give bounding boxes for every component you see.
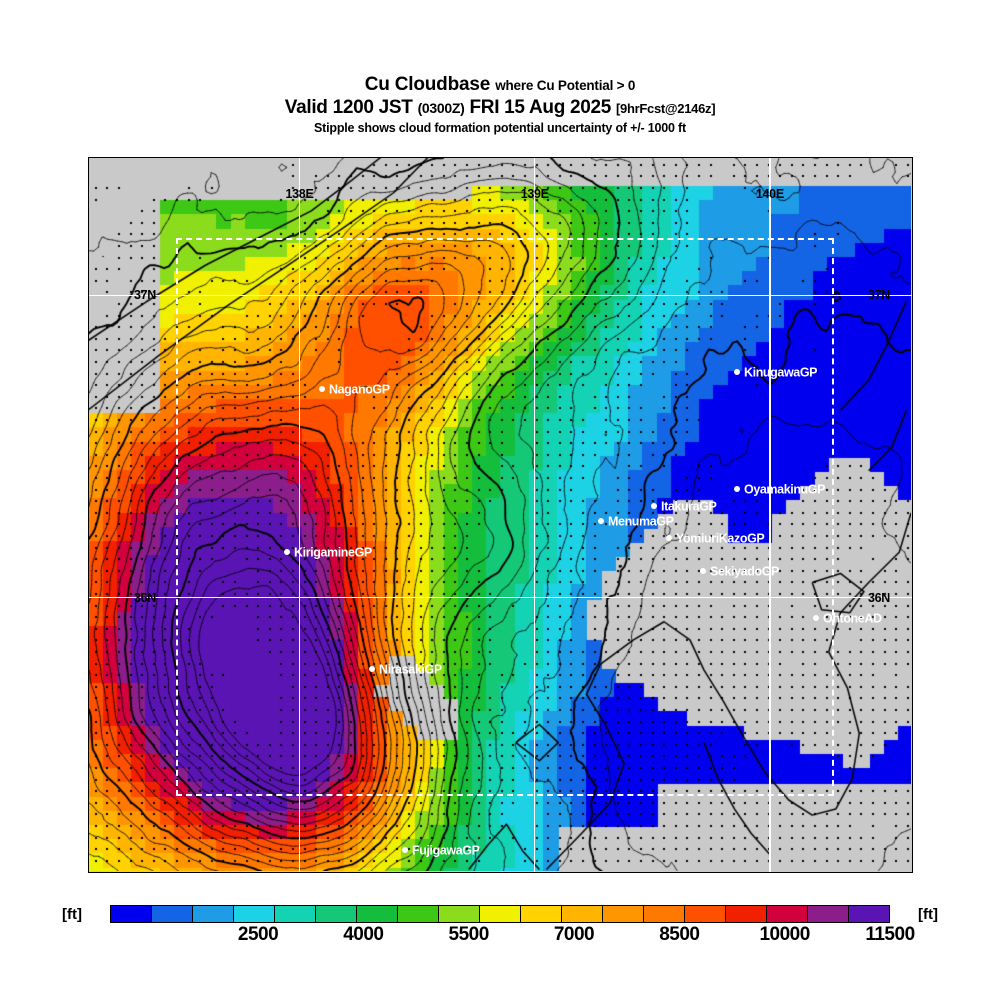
- station-label: OhtoneAD: [823, 611, 882, 626]
- colorbar-swatch-9: [479, 906, 520, 922]
- colorbar-block: [ft] [ft] 2500 4000 5500 7000 8500 10000 11500: [0, 900, 1000, 960]
- subtitle: Stipple shows cloud formation potential …: [314, 121, 686, 135]
- lat-label-left-36N: 36N: [133, 590, 157, 605]
- lon-label-top-138E: 138E: [285, 187, 314, 201]
- colorbar-swatch-4: [274, 906, 315, 922]
- colorbar: [110, 905, 890, 923]
- title-qualifier: where Cu Potential > 0: [495, 78, 636, 93]
- title-main: Cu Cloudbase: [364, 74, 491, 95]
- title-block: Cu Cloudbase where Cu Potential > 0 Vali…: [0, 74, 1000, 136]
- station-label: KirigamineGP: [294, 545, 372, 560]
- station-label: KinugawaGP: [744, 365, 818, 380]
- colorbar-tick-10000: 10000: [759, 924, 810, 945]
- station-dot-icon: [319, 385, 325, 392]
- colorbar-tick-4000: 4000: [343, 924, 384, 945]
- colorbar-unit-left: [ft]: [62, 906, 82, 923]
- station-marker-menumagp[interactable]: MenumaGP: [598, 515, 674, 528]
- coastline-layer: [89, 158, 911, 871]
- graticule-parallel-36N: [89, 596, 912, 599]
- station-marker-ohtonead[interactable]: OhtoneAD: [813, 612, 882, 625]
- forecast-domain-box: [176, 238, 834, 796]
- colorbar-swatch-2: [192, 906, 233, 922]
- lat-label-right-37N: 37N: [867, 288, 891, 303]
- colorbar-swatch-0: [111, 906, 151, 922]
- title-line-2: Valid 1200 JST (0300Z) FRI 15 Aug 2025 […: [0, 96, 1000, 120]
- station-label: ItakuraGP: [661, 499, 717, 514]
- colorbar-swatch-11: [561, 906, 602, 922]
- station-dot-icon: [666, 534, 672, 541]
- colorbar-tick-5500: 5500: [448, 924, 490, 945]
- station-marker-oyamakinugp[interactable]: OyamakinuGP: [734, 483, 825, 496]
- station-marker-fujigawagp[interactable]: FujigawaGP: [402, 844, 480, 857]
- map-canvas-clip: NaganoGP KinugawaGP OyamakinuGP ItakuraGP Me…: [89, 158, 912, 872]
- station-marker-itakuragp[interactable]: ItakuraGP: [651, 499, 717, 514]
- colorbar-swatch-8: [438, 906, 479, 922]
- weather-map[interactable]: NaganoGP KinugawaGP OyamakinuGP ItakuraGP Me…: [88, 157, 913, 873]
- valid-date: FRI 15 Aug 2025: [469, 97, 612, 118]
- colorbar-tick-2500: 2500: [237, 924, 279, 945]
- station-dot-icon: [598, 517, 604, 524]
- colorbar-tick-11500: 11500: [865, 924, 915, 945]
- station-marker-kirigaminegp[interactable]: KirigamineGP: [284, 546, 372, 559]
- colorbar-swatch-17: [807, 906, 848, 922]
- colorbar-swatch-15: [725, 906, 766, 922]
- station-label: NaganoGP: [329, 382, 390, 397]
- graticule-meridian-139E: [533, 158, 536, 872]
- station-label: MenumaGP: [608, 514, 674, 529]
- colorbar-swatch-18: [848, 906, 889, 922]
- station-marker-sekiyadogp[interactable]: SekiyadoGP: [700, 565, 779, 578]
- colorbar-swatch-10: [520, 906, 561, 922]
- station-dot-icon: [369, 665, 375, 672]
- station-marker-kinugawagp[interactable]: KinugawaGP: [734, 366, 817, 379]
- valid-time-utc: (0300Z): [417, 100, 465, 116]
- station-label: SekiyadoGP: [710, 564, 779, 579]
- forecast-stamp: [9hrFcst@2146z]: [616, 101, 716, 116]
- station-label: NirasakiGP: [379, 662, 442, 677]
- station-dot-icon: [284, 548, 290, 555]
- station-label: OyamakinuGP: [744, 482, 826, 497]
- station-dot-icon: [813, 614, 819, 621]
- station-marker-nirasakigp[interactable]: NirasakiGP: [369, 663, 442, 676]
- colorbar-swatch-14: [684, 906, 725, 922]
- colorbar-swatch-5: [315, 906, 356, 922]
- lat-label-right-36N: 36N: [867, 590, 891, 605]
- station-dot-icon: [700, 567, 706, 574]
- colorbar-swatch-13: [643, 906, 684, 922]
- station-dot-icon: [402, 846, 408, 853]
- colorbar-swatch-7: [397, 906, 438, 922]
- station-label: FujigawaGP: [412, 843, 480, 858]
- colorbar-swatch-3: [233, 906, 274, 922]
- lon-label-top-139E: 139E: [520, 187, 549, 201]
- graticule-meridian-138E: [298, 158, 301, 872]
- title-line-1: Cu Cloudbase where Cu Potential > 0: [0, 74, 1000, 96]
- lat-label-left-37N: 37N: [133, 288, 157, 303]
- station-marker-yomiurikazogp[interactable]: YomiuriKazoGP: [666, 531, 765, 546]
- graticule-meridian-140E: [769, 158, 771, 872]
- station-dot-icon: [651, 502, 657, 509]
- colorbar-swatch-12: [602, 906, 643, 922]
- graticule-parallel-37N: [89, 294, 912, 297]
- station-dot-icon: [734, 485, 740, 492]
- colorbar-swatch-6: [356, 906, 397, 922]
- colorbar-swatch-1: [151, 906, 192, 922]
- valid-time: Valid 1200 JST: [284, 97, 413, 118]
- station-label: YomiuriKazoGP: [676, 531, 765, 546]
- lon-label-top-140E: 140E: [755, 187, 784, 201]
- colorbar-unit-right: [ft]: [918, 906, 938, 923]
- station-marker-naganogp[interactable]: NaganoGP: [319, 383, 390, 396]
- colorbar-tick-7000: 7000: [553, 924, 595, 945]
- colorbar-swatch-16: [766, 906, 807, 922]
- station-dot-icon: [734, 368, 740, 375]
- colorbar-tick-8500: 8500: [659, 924, 700, 945]
